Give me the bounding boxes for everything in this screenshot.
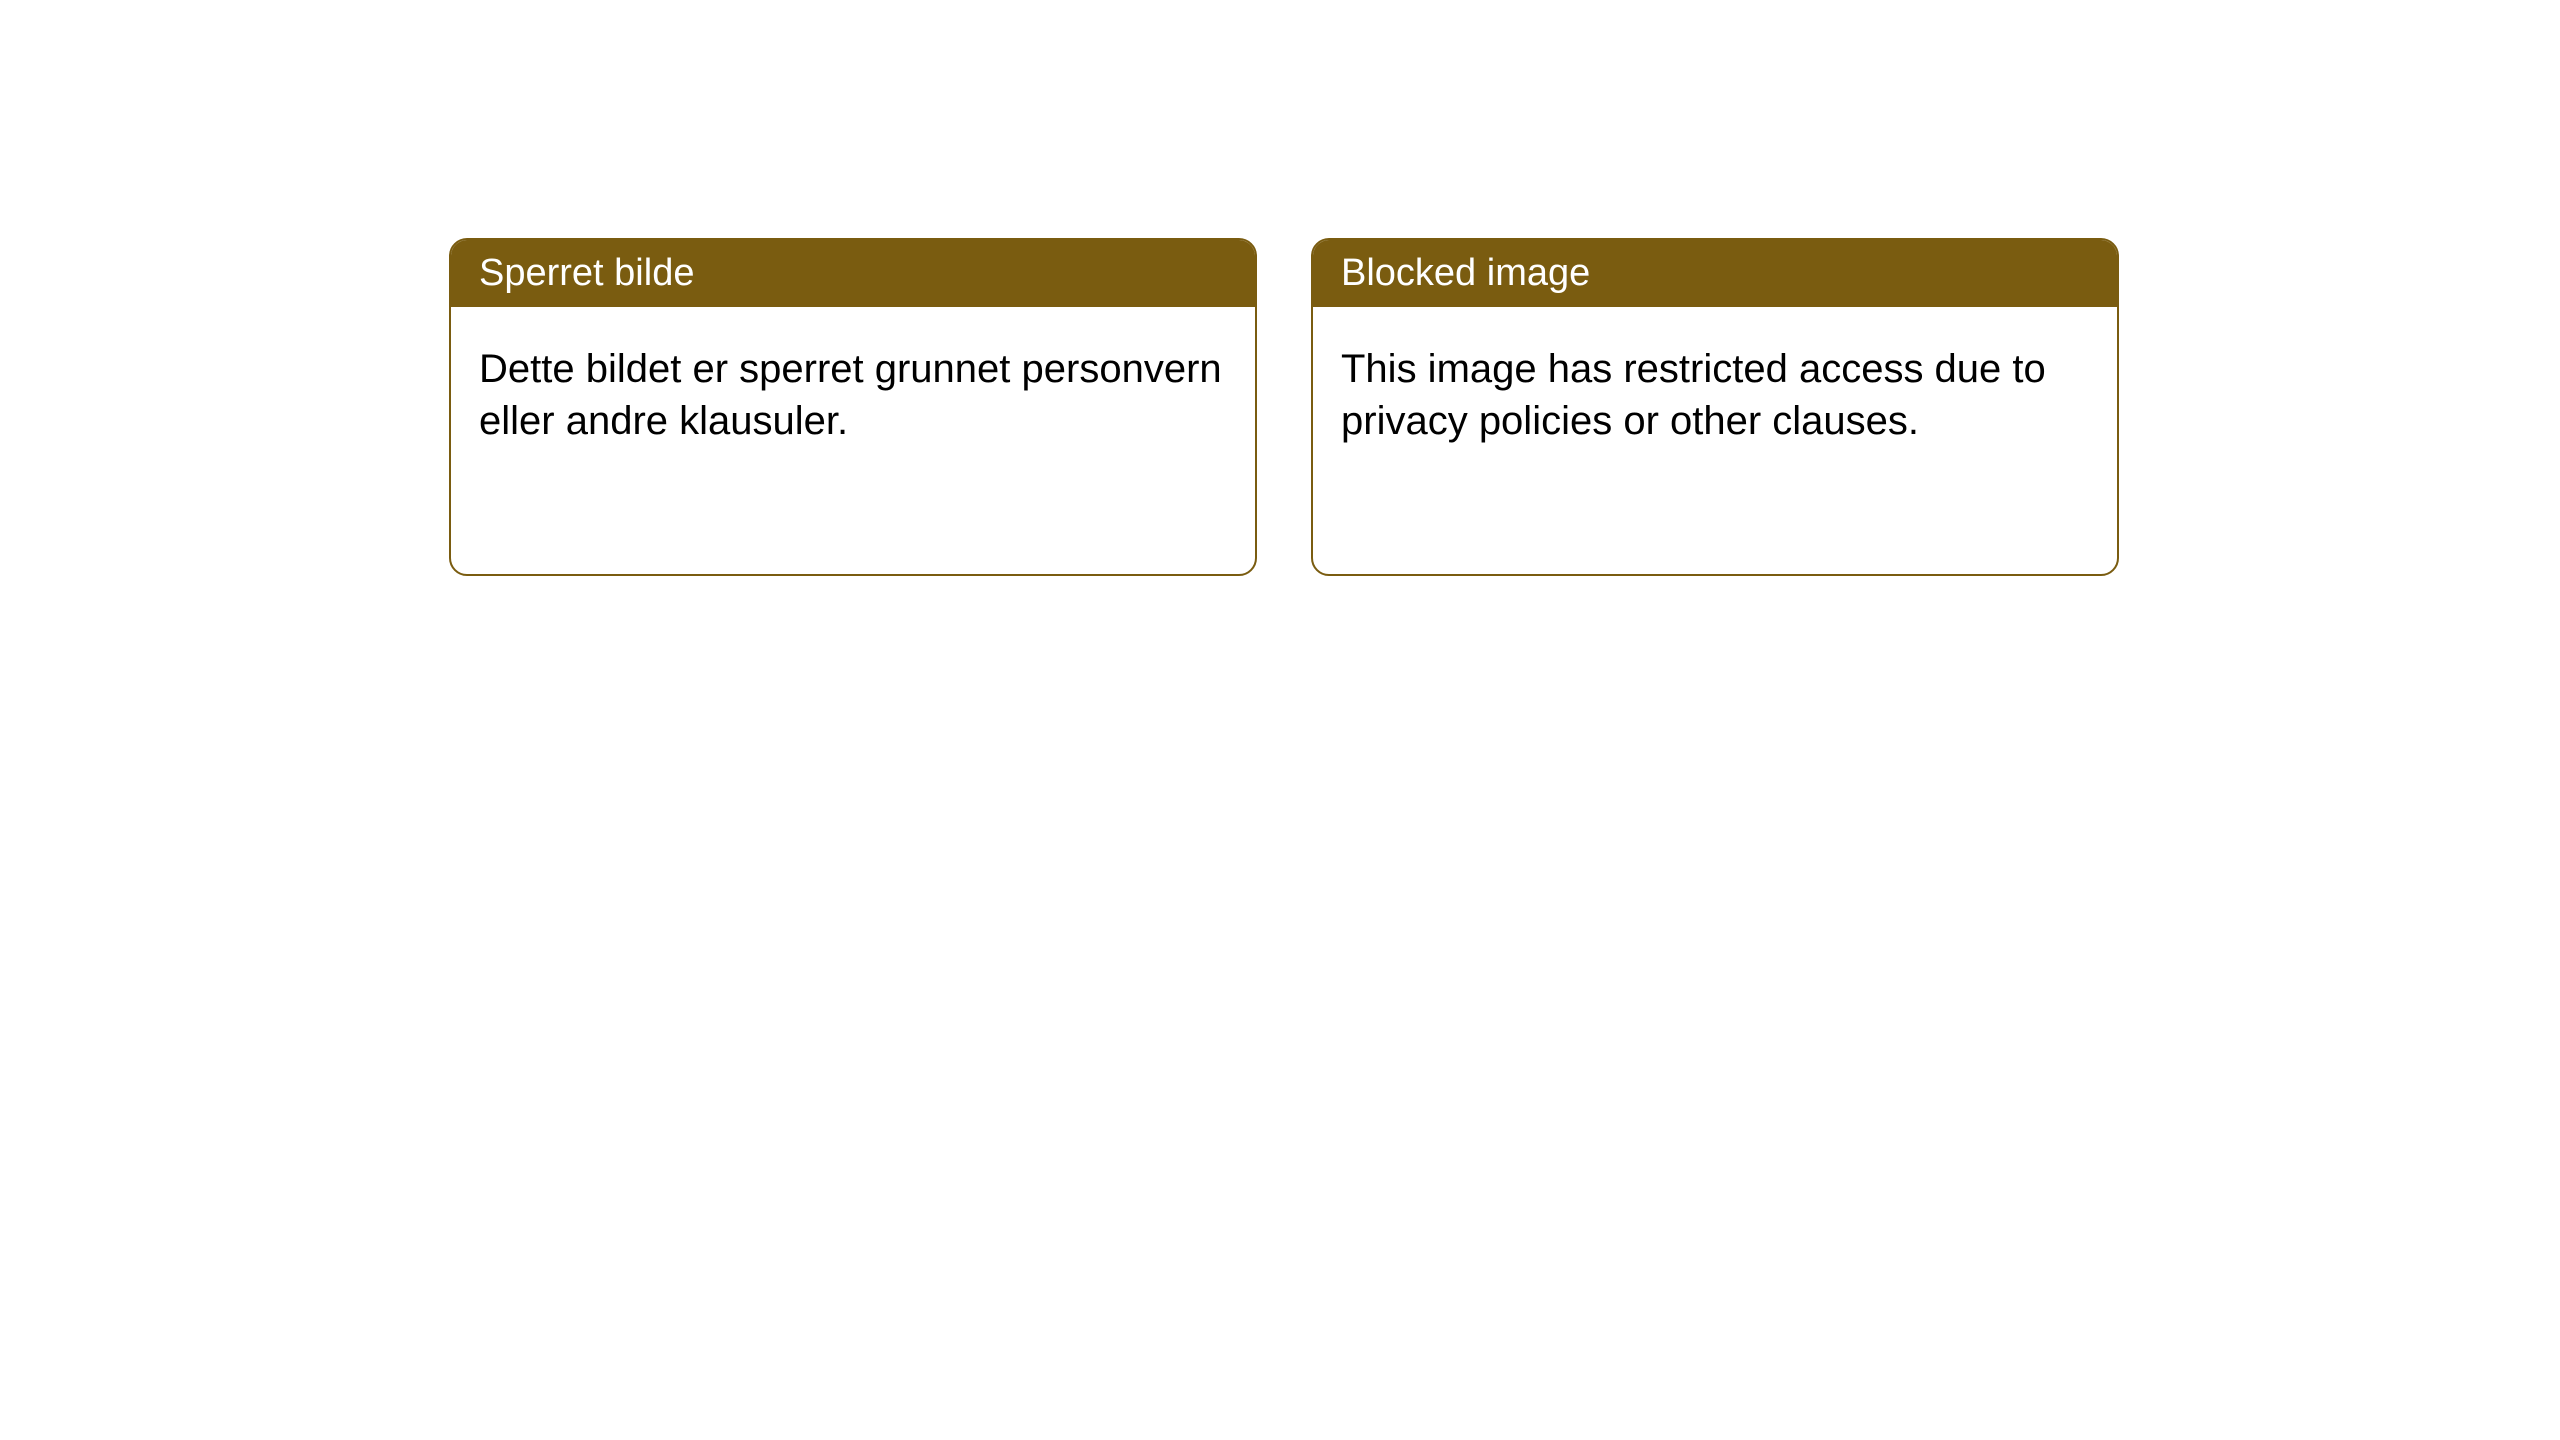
notice-body: Dette bildet er sperret grunnet personve… [451,307,1255,483]
notice-header: Sperret bilde [451,240,1255,307]
notice-title: Blocked image [1341,252,1590,294]
notice-card-english: Blocked image This image has restricted … [1311,238,2119,576]
notice-body: This image has restricted access due to … [1313,307,2117,483]
notice-header: Blocked image [1313,240,2117,307]
notice-card-norwegian: Sperret bilde Dette bildet er sperret gr… [449,238,1257,576]
notice-message: This image has restricted access due to … [1341,347,2046,443]
notice-container: Sperret bilde Dette bildet er sperret gr… [449,238,2119,576]
notice-title: Sperret bilde [479,252,694,294]
notice-message: Dette bildet er sperret grunnet personve… [479,347,1222,443]
